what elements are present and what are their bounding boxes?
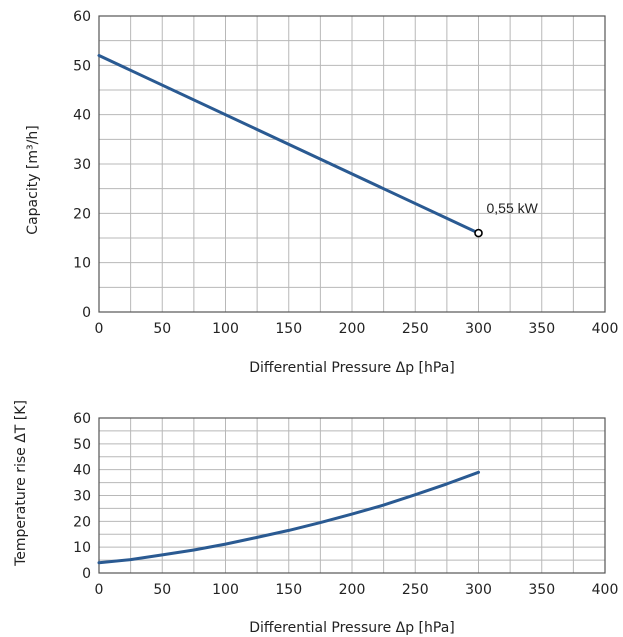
capacity-x-tick-label: 350 bbox=[528, 321, 555, 337]
temperature-x-tick-label: 100 bbox=[212, 582, 239, 598]
temperature-y-tick-label: 30 bbox=[73, 489, 91, 505]
capacity-series-line bbox=[97, 54, 480, 235]
temperature-y-tick-label: 50 bbox=[73, 437, 91, 453]
operating-point-marker bbox=[474, 228, 483, 238]
capacity-chart: 0 50 100 150 200 250 300 350 400 0 10 20 30 40 50 60 0… bbox=[25, 9, 618, 376]
capacity-x-axis-label: Differential Pressure Δp [hPa] bbox=[249, 360, 455, 376]
capacity-x-tick-label: 0 bbox=[95, 321, 104, 337]
capacity-x-tick-label: 200 bbox=[339, 321, 366, 337]
capacity-x-tick-label: 50 bbox=[153, 321, 171, 337]
capacity-x-tick-label: 250 bbox=[402, 321, 429, 337]
temperature-y-tick-label: 40 bbox=[73, 463, 91, 479]
operating-point-label: 0,55 kW bbox=[487, 200, 539, 216]
capacity-x-tick-label: 300 bbox=[465, 321, 492, 337]
capacity-x-tick-label: 100 bbox=[212, 321, 239, 337]
temperature-y-axis-label: Temperature rise ΔT [K] bbox=[13, 400, 29, 567]
capacity-y-tick-label: 0 bbox=[82, 305, 91, 321]
temperature-y-tick-label: 10 bbox=[73, 540, 91, 556]
temperature-x-tick-label: 350 bbox=[528, 582, 555, 598]
temperature-x-tick-label: 400 bbox=[592, 582, 619, 598]
temperature-y-tick-label: 0 bbox=[82, 566, 91, 582]
temperature-x-tick-label: 300 bbox=[465, 582, 492, 598]
temperature-x-axis-label: Differential Pressure Δp [hPa] bbox=[249, 620, 455, 636]
capacity-x-ticks: 0 50 100 150 200 250 300 350 400 bbox=[95, 321, 619, 337]
capacity-x-tick-label: 400 bbox=[592, 321, 619, 337]
capacity-y-tick-label: 20 bbox=[73, 206, 91, 222]
capacity-y-tick-label: 40 bbox=[73, 108, 91, 124]
capacity-x-tick-label: 150 bbox=[275, 321, 302, 337]
capacity-grid bbox=[99, 16, 605, 312]
capacity-y-ticks: 0 10 20 30 40 50 60 bbox=[73, 9, 91, 321]
temperature-x-tick-label: 150 bbox=[275, 582, 302, 598]
capacity-y-tick-label: 30 bbox=[73, 157, 91, 173]
temperature-plot-frame bbox=[98, 417, 606, 574]
temperature-y-tick-label: 20 bbox=[73, 514, 91, 530]
capacity-y-tick-label: 10 bbox=[73, 256, 91, 272]
temperature-chart: 0 50 100 150 200 250 300 350 400 0 10 20 30 40 50 60 D… bbox=[13, 400, 618, 636]
temperature-x-ticks: 0 50 100 150 200 250 300 350 400 bbox=[95, 582, 619, 598]
temperature-x-tick-label: 250 bbox=[402, 582, 429, 598]
capacity-y-tick-label: 50 bbox=[73, 58, 91, 74]
temperature-x-tick-label: 0 bbox=[95, 582, 104, 598]
temperature-y-ticks: 0 10 20 30 40 50 60 bbox=[73, 411, 91, 582]
capacity-y-tick-label: 60 bbox=[73, 9, 91, 25]
temperature-grid bbox=[99, 418, 605, 573]
temperature-series-line bbox=[97, 470, 480, 565]
temperature-x-tick-label: 200 bbox=[339, 582, 366, 598]
temperature-y-tick-label: 60 bbox=[73, 411, 91, 427]
temperature-x-tick-label: 50 bbox=[153, 582, 171, 598]
capacity-y-axis-label: Capacity [m³/h] bbox=[25, 125, 41, 234]
capacity-plot-frame bbox=[98, 15, 606, 313]
